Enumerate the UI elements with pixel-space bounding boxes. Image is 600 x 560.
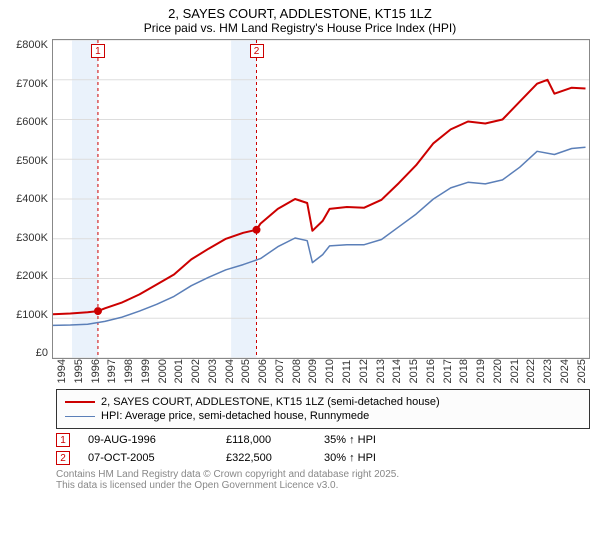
markers-list: 1 09-AUG-1996 £118,000 35% ↑ HPI 2 07-OC…: [56, 433, 590, 465]
x-tick-label: 2007: [274, 359, 288, 383]
title-block: 2, SAYES COURT, ADDLESTONE, KT15 1LZ Pri…: [10, 6, 590, 35]
x-tick-label: 2009: [307, 359, 321, 383]
x-tick-label: 2025: [576, 359, 590, 383]
x-tick-label: 1995: [73, 359, 87, 383]
legend-row: 2, SAYES COURT, ADDLESTONE, KT15 1LZ (se…: [65, 396, 581, 408]
chart: £800K £700K £600K £500K £400K £300K £200K £100K…: [10, 39, 590, 359]
x-tick-label: 1998: [123, 359, 137, 383]
legend: 2, SAYES COURT, ADDLESTONE, KT15 1LZ (se…: [56, 389, 590, 429]
footnote-line-1: Contains HM Land Registry data © Crown c…: [56, 469, 590, 480]
y-tick-label: £0: [36, 347, 48, 359]
x-tick-label: 2024: [559, 359, 573, 383]
x-tick-label: 1999: [140, 359, 154, 383]
marker-row-2: 2 07-OCT-2005 £322,500 30% ↑ HPI: [56, 451, 590, 465]
x-tick-label: 2003: [207, 359, 221, 383]
x-tick-label: 2023: [542, 359, 556, 383]
y-tick-label: £200K: [16, 270, 48, 282]
legend-label-price-paid: 2, SAYES COURT, ADDLESTONE, KT15 1LZ (se…: [101, 396, 440, 408]
subtitle: Price paid vs. HM Land Registry's House …: [10, 21, 590, 35]
marker-date-1: 09-AUG-1996: [88, 434, 208, 446]
x-tick-label: 1997: [106, 359, 120, 383]
x-tick-label: 1994: [56, 359, 70, 383]
marker-box-2: 2: [56, 451, 70, 465]
footnote-line-2: This data is licensed under the Open Gov…: [56, 480, 590, 491]
x-tick-label: 2006: [257, 359, 271, 383]
x-tick-label: 2016: [425, 359, 439, 383]
x-tick-label: 2017: [442, 359, 456, 383]
marker-date-2: 07-OCT-2005: [88, 452, 208, 464]
y-tick-label: £100K: [16, 309, 48, 321]
x-tick-label: 2015: [408, 359, 422, 383]
marker-price-1: £118,000: [226, 434, 306, 446]
x-tick-label: 2004: [224, 359, 238, 383]
plot-area: 12: [52, 39, 590, 359]
legend-swatch-price-paid: [65, 401, 95, 403]
marker-hpi-1: 35% ↑ HPI: [324, 434, 414, 446]
y-tick-label: £300K: [16, 232, 48, 244]
x-tick-label: 2005: [240, 359, 254, 383]
x-tick-label: 2012: [358, 359, 372, 383]
legend-swatch-hpi: [65, 416, 95, 418]
y-tick-label: £600K: [16, 116, 48, 128]
plot-marker-box: 1: [91, 44, 105, 58]
x-tick-label: 2013: [375, 359, 389, 383]
x-tick-label: 1996: [90, 359, 104, 383]
x-tick-label: 2020: [492, 359, 506, 383]
marker-hpi-2: 30% ↑ HPI: [324, 452, 414, 464]
legend-label-hpi: HPI: Average price, semi-detached house,…: [101, 410, 369, 422]
legend-row: HPI: Average price, semi-detached house,…: [65, 410, 581, 422]
x-tick-label: 2001: [173, 359, 187, 383]
footnote: Contains HM Land Registry data © Crown c…: [56, 469, 590, 491]
x-tick-label: 2019: [475, 359, 489, 383]
x-tick-label: 2000: [157, 359, 171, 383]
y-tick-label: £400K: [16, 193, 48, 205]
marker-row-1: 1 09-AUG-1996 £118,000 35% ↑ HPI: [56, 433, 590, 447]
y-tick-label: £700K: [16, 78, 48, 90]
marker-price-2: £322,500: [226, 452, 306, 464]
x-tick-label: 2022: [525, 359, 539, 383]
x-tick-label: 2002: [190, 359, 204, 383]
x-tick-label: 2014: [391, 359, 405, 383]
main-title: 2, SAYES COURT, ADDLESTONE, KT15 1LZ: [10, 6, 590, 21]
marker-box-1: 1: [56, 433, 70, 447]
plot-marker-box: 2: [250, 44, 264, 58]
x-axis: 1994199519961997199819992000200120022003…: [56, 359, 590, 383]
y-axis: £800K £700K £600K £500K £400K £300K £200K £100K…: [10, 39, 52, 359]
x-tick-label: 2018: [458, 359, 472, 383]
x-tick-label: 2021: [509, 359, 523, 383]
x-tick-label: 2011: [341, 359, 355, 383]
y-tick-label: £800K: [16, 39, 48, 51]
x-tick-label: 2008: [291, 359, 305, 383]
plot-svg: [53, 40, 589, 358]
y-tick-label: £500K: [16, 155, 48, 167]
x-tick-label: 2010: [324, 359, 338, 383]
